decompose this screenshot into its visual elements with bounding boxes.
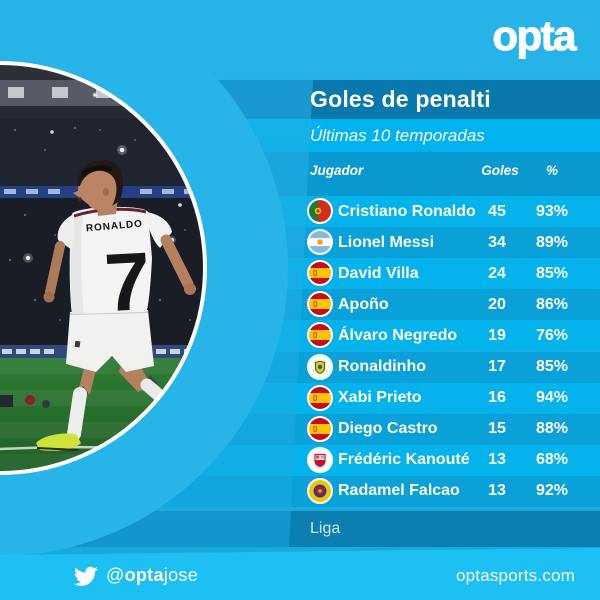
twitter-handle: @optajose: [106, 565, 199, 585]
table-row: Ronaldinho 17 85%: [0, 352, 600, 383]
pct-value: 68%: [535, 451, 569, 469]
player-name: Radamel Falcao: [338, 482, 460, 500]
goals-value: 24: [488, 264, 506, 282]
spain-flag-icon: [307, 260, 333, 287]
row-band: [289, 444, 600, 476]
opta-logo: opta: [492, 12, 577, 60]
goals-value: 13: [488, 482, 506, 500]
pct-value: 88%: [535, 420, 569, 438]
band-header: [289, 152, 600, 197]
column-header-goles: Goles: [481, 163, 519, 178]
page-title: Goles de penalti: [310, 86, 491, 112]
player-name: Apoño: [338, 295, 389, 313]
table-row: Diego Castro 15 88%: [0, 414, 600, 445]
website-url: optasports.com: [455, 566, 575, 585]
pct-value: 85%: [535, 358, 569, 376]
colombia-flag-icon: [307, 477, 333, 504]
spain-flag-icon: [307, 384, 333, 411]
player-name: David Villa: [338, 264, 419, 282]
player-name: Diego Castro: [338, 420, 438, 438]
row-band: [289, 289, 600, 321]
pct-value: 86%: [535, 295, 569, 313]
twitter-icon: [73, 566, 98, 586]
argentina-flag-icon: [307, 229, 333, 256]
table-row: Frédéric Kanouté 13 68%: [0, 445, 600, 476]
pct-value: 92%: [535, 482, 569, 500]
league-footer: Liga: [310, 520, 341, 537]
brazil-flag-icon: [307, 353, 333, 380]
sevilla-flag-icon: [307, 446, 333, 473]
pct-value: 89%: [535, 233, 569, 251]
table-row: Álvaro Negredo 19 76%: [0, 320, 600, 351]
spain-flag-icon: [307, 291, 333, 318]
table-row: David Villa 24 85%: [0, 258, 600, 289]
band-liga: [289, 511, 600, 547]
row-band: [289, 320, 600, 352]
player-name: Lionel Messi: [338, 233, 435, 251]
pct-value: 76%: [535, 326, 569, 344]
player-name: Ronaldinho: [338, 358, 426, 376]
portugal-flag-icon: [307, 198, 333, 225]
player-name: Cristiano Ronaldo: [338, 202, 476, 220]
column-header-pct: %: [545, 163, 558, 178]
band-subtitle: [289, 119, 600, 152]
table-row: Cristiano Ronaldo 45 93%: [0, 196, 600, 227]
pct-value: 85%: [535, 264, 569, 282]
goals-value: 20: [488, 295, 506, 313]
goals-value: 19: [488, 326, 506, 344]
pct-value: 94%: [535, 389, 569, 407]
band-title: [289, 80, 600, 119]
table-row: Lionel Messi 34 89%: [0, 227, 600, 258]
table-row: Apoño 20 86%: [0, 289, 600, 320]
bottom-bar: @optajose optasports.com: [0, 548, 600, 600]
spain-flag-icon: [307, 322, 333, 349]
goals-value: 13: [488, 451, 506, 469]
row-band: [289, 196, 600, 228]
goals-value: 17: [488, 358, 506, 376]
spain-flag-icon: [307, 415, 333, 442]
player-name: Xabi Prieto: [338, 389, 422, 407]
pct-value: 93%: [535, 202, 569, 220]
row-band: [289, 227, 600, 259]
row-band: [289, 351, 600, 383]
row-band: [289, 258, 600, 290]
goals-value: 16: [488, 389, 506, 407]
row-band: [289, 413, 600, 445]
player-name: Frédéric Kanouté: [338, 451, 470, 469]
row-band: [289, 382, 600, 414]
table-row: Radamel Falcao 13 92%: [0, 476, 600, 507]
goals-value: 15: [488, 420, 506, 438]
goals-value: 45: [488, 202, 506, 220]
player-name: Álvaro Negredo: [338, 326, 458, 344]
page-subtitle: Últimas 10 temporadas: [310, 126, 485, 145]
column-header-jugador: Jugador: [310, 163, 364, 178]
table-row: Xabi Prieto 16 94%: [0, 383, 600, 414]
goals-value: 34: [488, 233, 506, 251]
row-band: [289, 475, 600, 507]
